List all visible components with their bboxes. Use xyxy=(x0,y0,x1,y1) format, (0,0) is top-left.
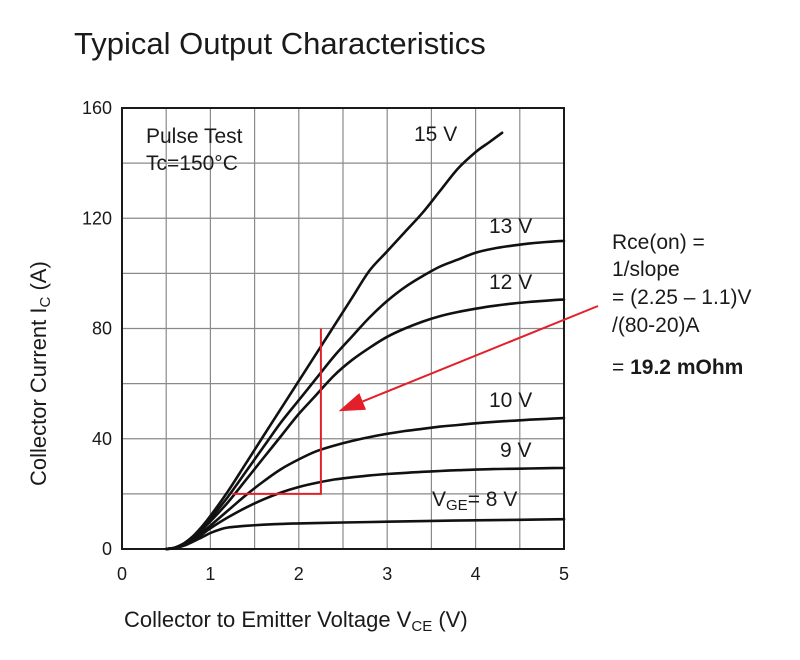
test-conditions-note: Pulse Test Tc=150°C xyxy=(146,125,243,175)
curve-label-vge-8v: VGE= 8 V xyxy=(432,488,517,514)
x-axis-label: Collector to Emitter Voltage VCE (V) xyxy=(124,607,468,635)
series-line-12v xyxy=(164,298,566,551)
note-line-pulse-test: Pulse Test xyxy=(146,125,243,148)
curve-label-15v: 15 V xyxy=(414,123,457,146)
y-axis-label: Collector Current IC (A) xyxy=(26,261,54,486)
slope-triangle xyxy=(232,328,322,495)
x-tick-label: 4 xyxy=(471,564,481,584)
note-line-temperature: Tc=150°C xyxy=(146,152,238,175)
series-line-10v xyxy=(164,416,566,551)
y-tick-labels: 0 40 80 120 160 xyxy=(82,98,112,559)
y-tick-label: 160 xyxy=(82,98,112,118)
slope-triangle-legs xyxy=(232,328,322,495)
annotation-result: = 19.2 mOhm xyxy=(612,356,743,379)
curve-labels: 15 V 13 V 12 V 10 V 9 V VGE= 8 V xyxy=(414,123,532,514)
annotation-arrow-head xyxy=(338,393,367,412)
y-tick-label: 120 xyxy=(82,208,112,228)
annotation-line-2: 1/slope xyxy=(612,258,680,281)
y-tick-label: 0 xyxy=(102,539,112,559)
series-curves xyxy=(164,131,566,551)
x-tick-labels: 0 1 2 3 4 5 xyxy=(117,564,569,584)
curve-label-10v: 10 V xyxy=(489,389,532,412)
series-line-15v xyxy=(164,131,504,551)
annotation-arrow xyxy=(338,305,599,412)
x-tick-label: 5 xyxy=(559,564,569,584)
y-tick-label: 80 xyxy=(92,319,112,339)
annotation-arrow-shaft xyxy=(362,305,599,403)
curve-label-12v: 12 V xyxy=(489,271,532,294)
rce-annotation: Rce(on) = 1/slope = (2.25 – 1.1)V /(80-2… xyxy=(612,231,752,379)
annotation-line-4: /(80-20)A xyxy=(612,314,700,337)
chart-grid xyxy=(122,108,564,549)
curve-label-9v: 9 V xyxy=(500,439,532,462)
x-tick-label: 1 xyxy=(205,564,215,584)
series-line-8v xyxy=(164,517,566,551)
x-tick-label: 3 xyxy=(382,564,392,584)
x-tick-label: 2 xyxy=(294,564,304,584)
annotation-line-1: Rce(on) = xyxy=(612,231,705,254)
chart-title: Typical Output Characteristics xyxy=(74,26,486,61)
series-line-9v xyxy=(164,466,566,551)
y-tick-label: 40 xyxy=(92,429,112,449)
curve-label-13v: 13 V xyxy=(489,215,532,238)
plot-frame xyxy=(121,107,565,550)
annotation-line-3: = (2.25 – 1.1)V xyxy=(612,286,752,309)
x-tick-label: 0 xyxy=(117,564,127,584)
